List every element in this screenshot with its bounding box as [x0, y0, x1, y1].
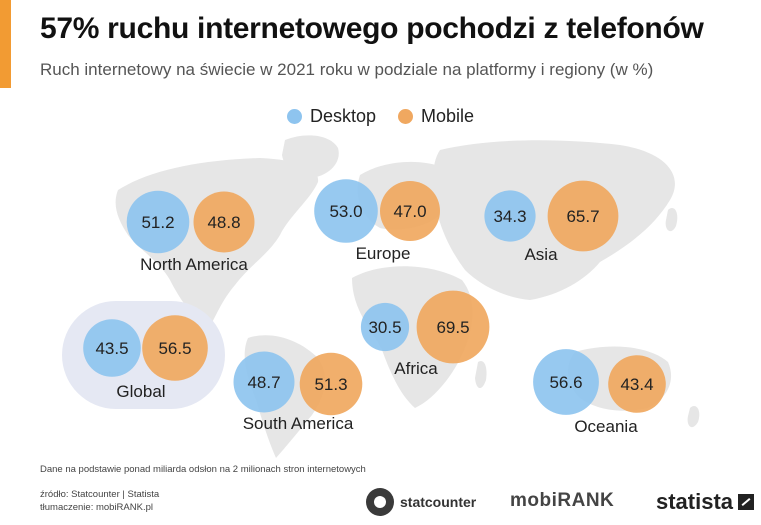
- bubble-asia-desktop: [484, 190, 536, 242]
- translation-line: tłumaczenie: mobiRANK.pl: [40, 502, 153, 513]
- value-label-europe-mobile: 47.0: [393, 202, 426, 221]
- region-label-north-america: North America: [140, 255, 248, 274]
- bubbles-layer: 51.2 48.8 North America 53.0 47.0 Europe 34.3 6…: [83, 179, 666, 436]
- footnote: Dane na podstawie ponad miliarda odsłon …: [40, 464, 366, 475]
- region-label-oceania: Oceania: [574, 417, 638, 436]
- value-label-africa-desktop: 30.5: [368, 318, 401, 337]
- legend-swatch-desktop: [286, 109, 302, 124]
- bubble-global-mobile: [142, 315, 208, 381]
- bubble-africa-desktop: [360, 302, 410, 352]
- bubble-oceania-desktop: [533, 349, 599, 415]
- bubble-south-america-mobile: [299, 352, 363, 416]
- bubble-asia-mobile: [547, 180, 619, 252]
- region-label-south-america: South America: [243, 414, 354, 433]
- statcounter-mark-icon: [366, 488, 394, 516]
- region-label-europe: Europe: [356, 244, 411, 263]
- source-line: źródło: Statcounter | Statista: [40, 489, 160, 500]
- bubble-europe-desktop: [314, 179, 378, 243]
- value-label-asia-mobile: 65.7: [566, 207, 599, 226]
- value-label-europe-desktop: 53.0: [329, 202, 362, 221]
- chart-subtitle: Ruch internetowy na świecie w 2021 roku …: [40, 60, 654, 79]
- legend-swatch-mobile: [398, 109, 413, 124]
- bubble-south-america-desktop: [233, 351, 295, 413]
- legend-item-desktop: Desktop: [286, 106, 376, 127]
- statcounter-wordmark: statcounter: [400, 494, 477, 510]
- bubble-global-desktop: [83, 319, 141, 377]
- value-label-south-america-desktop: 48.7: [247, 373, 280, 392]
- region-label-global: Global: [116, 382, 165, 401]
- source-note: źródło: Statcounter | Statista tłumaczen…: [40, 488, 159, 514]
- value-label-oceania-desktop: 56.6: [549, 373, 582, 392]
- value-label-global-desktop: 43.5: [95, 339, 128, 358]
- legend-item-mobile: Mobile: [398, 106, 474, 127]
- statista-wordmark: statista: [656, 489, 734, 514]
- statcounter-logo: statcounter: [366, 488, 476, 516]
- legend-label-desktop: Desktop: [309, 106, 376, 126]
- statista-logo: statista: [656, 489, 755, 515]
- value-label-north-america-desktop: 51.2: [141, 213, 174, 232]
- bubble-north-america-mobile: [193, 191, 255, 253]
- bubble-europe-mobile: [380, 181, 440, 241]
- mobirank-logo: mobiRANK: [510, 490, 615, 511]
- bubble-north-america-desktop: [126, 190, 190, 254]
- region-label-asia: Asia: [524, 245, 558, 264]
- legend: Desktop Mobile: [0, 106, 761, 127]
- legend-label-mobile: Mobile: [421, 106, 475, 126]
- bubble-oceania-mobile: [608, 355, 666, 413]
- value-label-asia-desktop: 34.3: [493, 207, 526, 226]
- value-label-oceania-mobile: 43.4: [620, 375, 653, 394]
- value-label-north-america-mobile: 48.8: [207, 213, 240, 232]
- accent-bar: [0, 0, 11, 88]
- value-label-south-america-mobile: 51.3: [314, 375, 347, 394]
- value-label-africa-mobile: 69.5: [436, 318, 469, 337]
- chart-title: 57% ruchu internetowego pochodzi z telef…: [40, 12, 704, 45]
- statista-mark-icon: [738, 494, 755, 510]
- bubble-africa-mobile: [416, 290, 490, 364]
- value-label-global-mobile: 56.5: [158, 339, 191, 358]
- region-label-africa: Africa: [394, 359, 438, 378]
